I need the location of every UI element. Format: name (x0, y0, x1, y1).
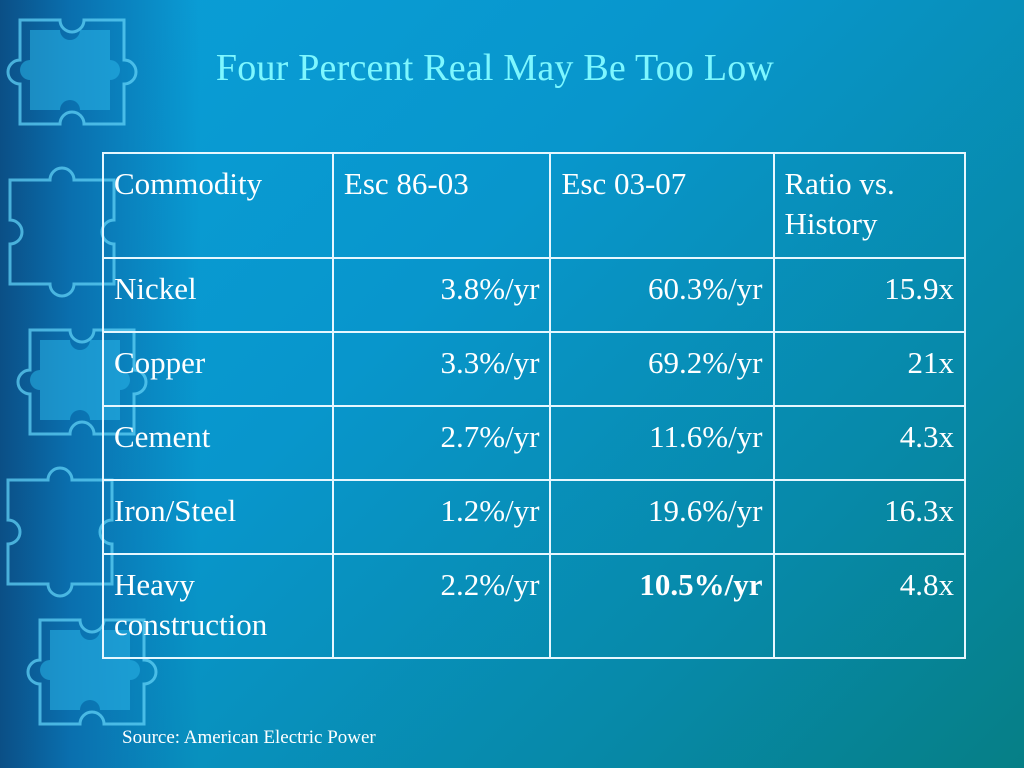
commodity-table: Commodity Esc 86-03 Esc 03-07 Ratio vs. … (102, 152, 966, 660)
header-esc-03-07: Esc 03-07 (549, 152, 775, 259)
cell-esc-03-07: 10.5%/yr (549, 552, 775, 660)
cell-ratio: 4.8x (772, 552, 966, 660)
cell-ratio: 16.3x (772, 478, 966, 555)
cell-commodity: Iron/Steel (102, 478, 334, 555)
cell-esc-86-03: 3.8%/yr (331, 256, 552, 333)
cell-esc-86-03: 2.7%/yr (331, 404, 552, 481)
cell-commodity: Nickel (102, 256, 334, 333)
cell-ratio: 15.9x (772, 256, 966, 333)
table-row: Iron/Steel 1.2%/yr 19.6%/yr 16.3x (102, 478, 966, 555)
cell-esc-03-07: 69.2%/yr (549, 330, 775, 407)
cell-esc-03-07: 19.6%/yr (549, 478, 775, 555)
cell-esc-86-03: 2.2%/yr (331, 552, 552, 660)
cell-esc-03-07: 11.6%/yr (549, 404, 775, 481)
cell-esc-86-03: 1.2%/yr (331, 478, 552, 555)
cell-ratio: 21x (772, 330, 966, 407)
cell-esc-86-03: 3.3%/yr (331, 330, 552, 407)
source-note: Source: American Electric Power (122, 727, 376, 748)
header-esc-86-03: Esc 86-03 (331, 152, 552, 259)
slide-title: Four Percent Real May Be Too Low (215, 47, 775, 89)
table-row: Heavy construction 2.2%/yr 10.5%/yr 4.8x (102, 552, 966, 660)
table-row: Copper 3.3%/yr 69.2%/yr 21x (102, 330, 966, 407)
cell-esc-03-07: 60.3%/yr (549, 256, 775, 333)
header-commodity: Commodity (102, 152, 334, 259)
cell-ratio: 4.3x (772, 404, 966, 481)
cell-commodity: Copper (102, 330, 334, 407)
header-ratio: Ratio vs. History (772, 152, 966, 259)
cell-commodity: Heavy construction (102, 552, 334, 660)
table-header-row: Commodity Esc 86-03 Esc 03-07 Ratio vs. … (102, 152, 966, 259)
table-row: Nickel 3.8%/yr 60.3%/yr 15.9x (102, 256, 966, 333)
cell-commodity: Cement (102, 404, 334, 481)
table-row: Cement 2.7%/yr 11.6%/yr 4.3x (102, 404, 966, 481)
